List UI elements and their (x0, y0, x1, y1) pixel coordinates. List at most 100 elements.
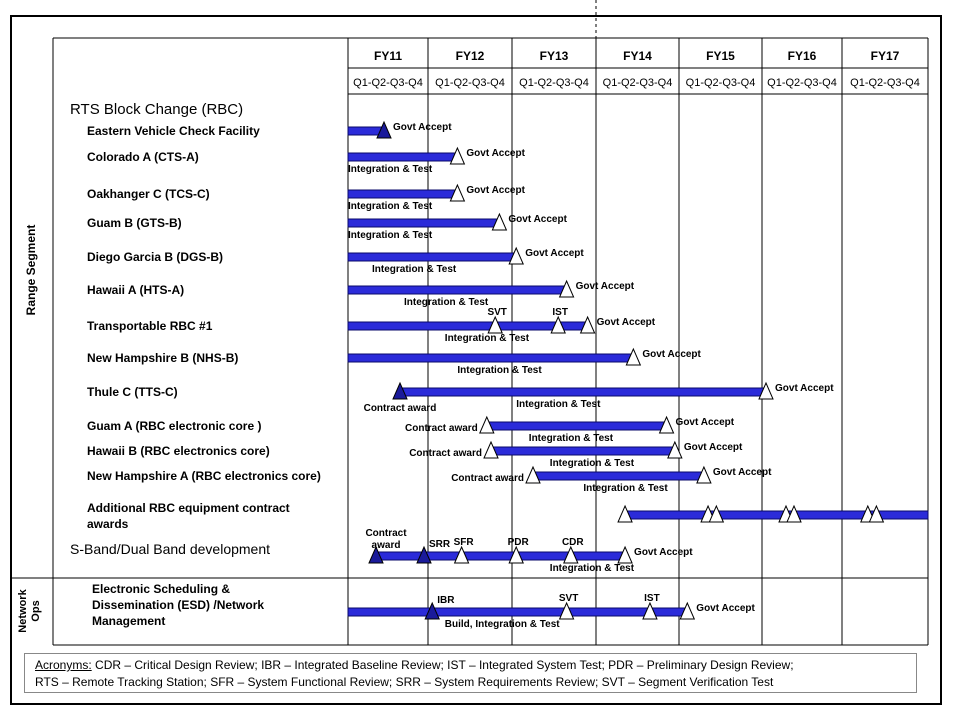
milestone-marker (508, 545, 524, 564)
milestone-label: Contract award (365, 528, 407, 551)
fiscal-year-header: FY12 (456, 49, 485, 63)
milestone-label: Contract award (409, 448, 482, 459)
quarter-header: Q1-Q2-Q3-Q4 (850, 77, 920, 89)
milestone-label: SVT (559, 593, 578, 604)
bar-label: Integration & Test (348, 201, 433, 212)
quarter-header: Q1-Q2-Q3-Q4 (435, 77, 505, 89)
milestone-label: Govt Accept (466, 185, 525, 196)
milestone-label: Govt Accept (634, 547, 693, 558)
milestone-marker (491, 212, 508, 231)
milestone-marker (487, 315, 503, 334)
bar-label: Integration & Test (348, 164, 433, 175)
row-name: New Hampshire B (NHS-B) (87, 351, 238, 365)
milestone-label: Contract award (451, 473, 524, 484)
schedule-bar (375, 551, 626, 561)
milestone-marker (708, 504, 725, 523)
milestone-marker (579, 315, 596, 334)
bar-label: Integration & Test (445, 333, 530, 344)
milestone-marker (392, 381, 408, 400)
milestone-label: Govt Accept (684, 442, 743, 453)
milestone-marker (617, 504, 633, 523)
milestone-marker (558, 601, 575, 620)
row-name: Thule C (TTS-C) (87, 385, 178, 399)
legend-line-2: RTS – Remote Tracking Station; SFR – Sys… (35, 675, 774, 689)
row-name: Diego Garcia B (DGS-B) (87, 250, 223, 264)
section-title-rbc: RTS Block Change (RBC) (70, 101, 243, 118)
fiscal-year-header: FY11 (374, 49, 402, 63)
schedule-bar (347, 353, 634, 363)
milestone-marker (642, 601, 658, 620)
milestone-label: Govt Accept (393, 122, 452, 133)
milestone-label: Govt Accept (597, 317, 656, 328)
quarter-header: Q1-Q2-Q3-Q4 (519, 77, 589, 89)
milestone-marker (658, 415, 675, 434)
quarter-header: Q1-Q2-Q3-Q4 (767, 77, 837, 89)
schedule-bar (486, 421, 668, 431)
fiscal-year-header: FY17 (871, 49, 900, 63)
milestone-label: IBR (437, 595, 455, 606)
milestone-marker (525, 465, 541, 484)
row-name: Guam B (GTS-B) (87, 216, 182, 230)
schedule-bar (399, 387, 767, 397)
row-name: Hawaii B (RBC electronics core) (87, 444, 270, 458)
fiscal-year-header: FY15 (706, 49, 735, 63)
row-name: Electronic Scheduling & Dissemination (ES… (92, 582, 264, 628)
milestone-marker (483, 440, 499, 459)
schedule-bar (532, 471, 705, 481)
schedule-bar (347, 218, 500, 228)
row-name: Colorado A (CTS-A) (87, 150, 199, 164)
network-ops-label: NetworkOps (17, 588, 42, 632)
milestone-marker (449, 183, 466, 202)
fiscal-year-header: FY14 (623, 49, 652, 63)
milestone-marker (368, 545, 384, 564)
legend-text-1: CDR – Critical Design Review; IBR – Inte… (91, 658, 794, 672)
milestone-label: Contract award (364, 403, 437, 414)
bar-label: Integration & Test (583, 483, 668, 494)
milestone-label: Govt Accept (508, 214, 567, 225)
bar-label: Integration & Test (372, 264, 457, 275)
milestone-label: Govt Accept (642, 349, 701, 360)
milestone-marker (617, 545, 633, 564)
milestone-label: SVT (487, 307, 506, 318)
milestone-marker (479, 415, 495, 434)
bar-label: Integration & Test (550, 458, 635, 469)
range-segment-label: Range Segment (24, 225, 38, 316)
schedule-bar (347, 189, 458, 199)
milestone-label: Govt Accept (525, 248, 584, 259)
milestone-marker (625, 347, 642, 366)
milestone-label: Govt Accept (676, 417, 735, 428)
milestone-marker (416, 545, 432, 564)
quarter-header: Q1-Q2-Q3-Q4 (686, 77, 756, 89)
milestone-marker (453, 545, 470, 564)
milestone-marker (868, 504, 885, 523)
fiscal-year-header: FY13 (540, 49, 569, 63)
row-name: New Hampshire A (RBC electronics core) (87, 469, 321, 483)
bar-label: Integration & Test (550, 563, 635, 574)
row-name: Hawaii A (HTS-A) (87, 283, 184, 297)
bar-label: Integration & Test (516, 399, 601, 410)
schedule-bar (347, 321, 589, 331)
schedule-bar (347, 252, 517, 262)
milestone-marker (508, 246, 524, 265)
milestone-label: Govt Accept (696, 603, 755, 614)
section-title-sband: S-Band/Dual Band development (70, 541, 270, 557)
milestone-marker (696, 465, 712, 484)
legend-label: Acronyms: (35, 658, 92, 672)
bar-label: Integration & Test (348, 230, 433, 241)
row-name: Oakhanger C (TCS-C) (87, 187, 210, 201)
schedule-bar (624, 510, 929, 520)
milestone-marker (424, 601, 440, 620)
milestone-label: Govt Accept (576, 281, 635, 292)
row-name: Additional RBC equipment contract awards (87, 501, 290, 531)
milestone-marker (550, 315, 566, 334)
milestone-label: Govt Accept (713, 467, 772, 478)
milestone-label: CDR (562, 537, 584, 548)
schedule-bar (490, 446, 676, 456)
milestone-marker (449, 146, 466, 165)
schedule-bar (347, 607, 688, 617)
bar-label: Integration & Test (529, 433, 614, 444)
milestone-marker (758, 381, 774, 400)
milestone-label: IST (552, 307, 568, 318)
milestone-label: Govt Accept (775, 383, 834, 394)
